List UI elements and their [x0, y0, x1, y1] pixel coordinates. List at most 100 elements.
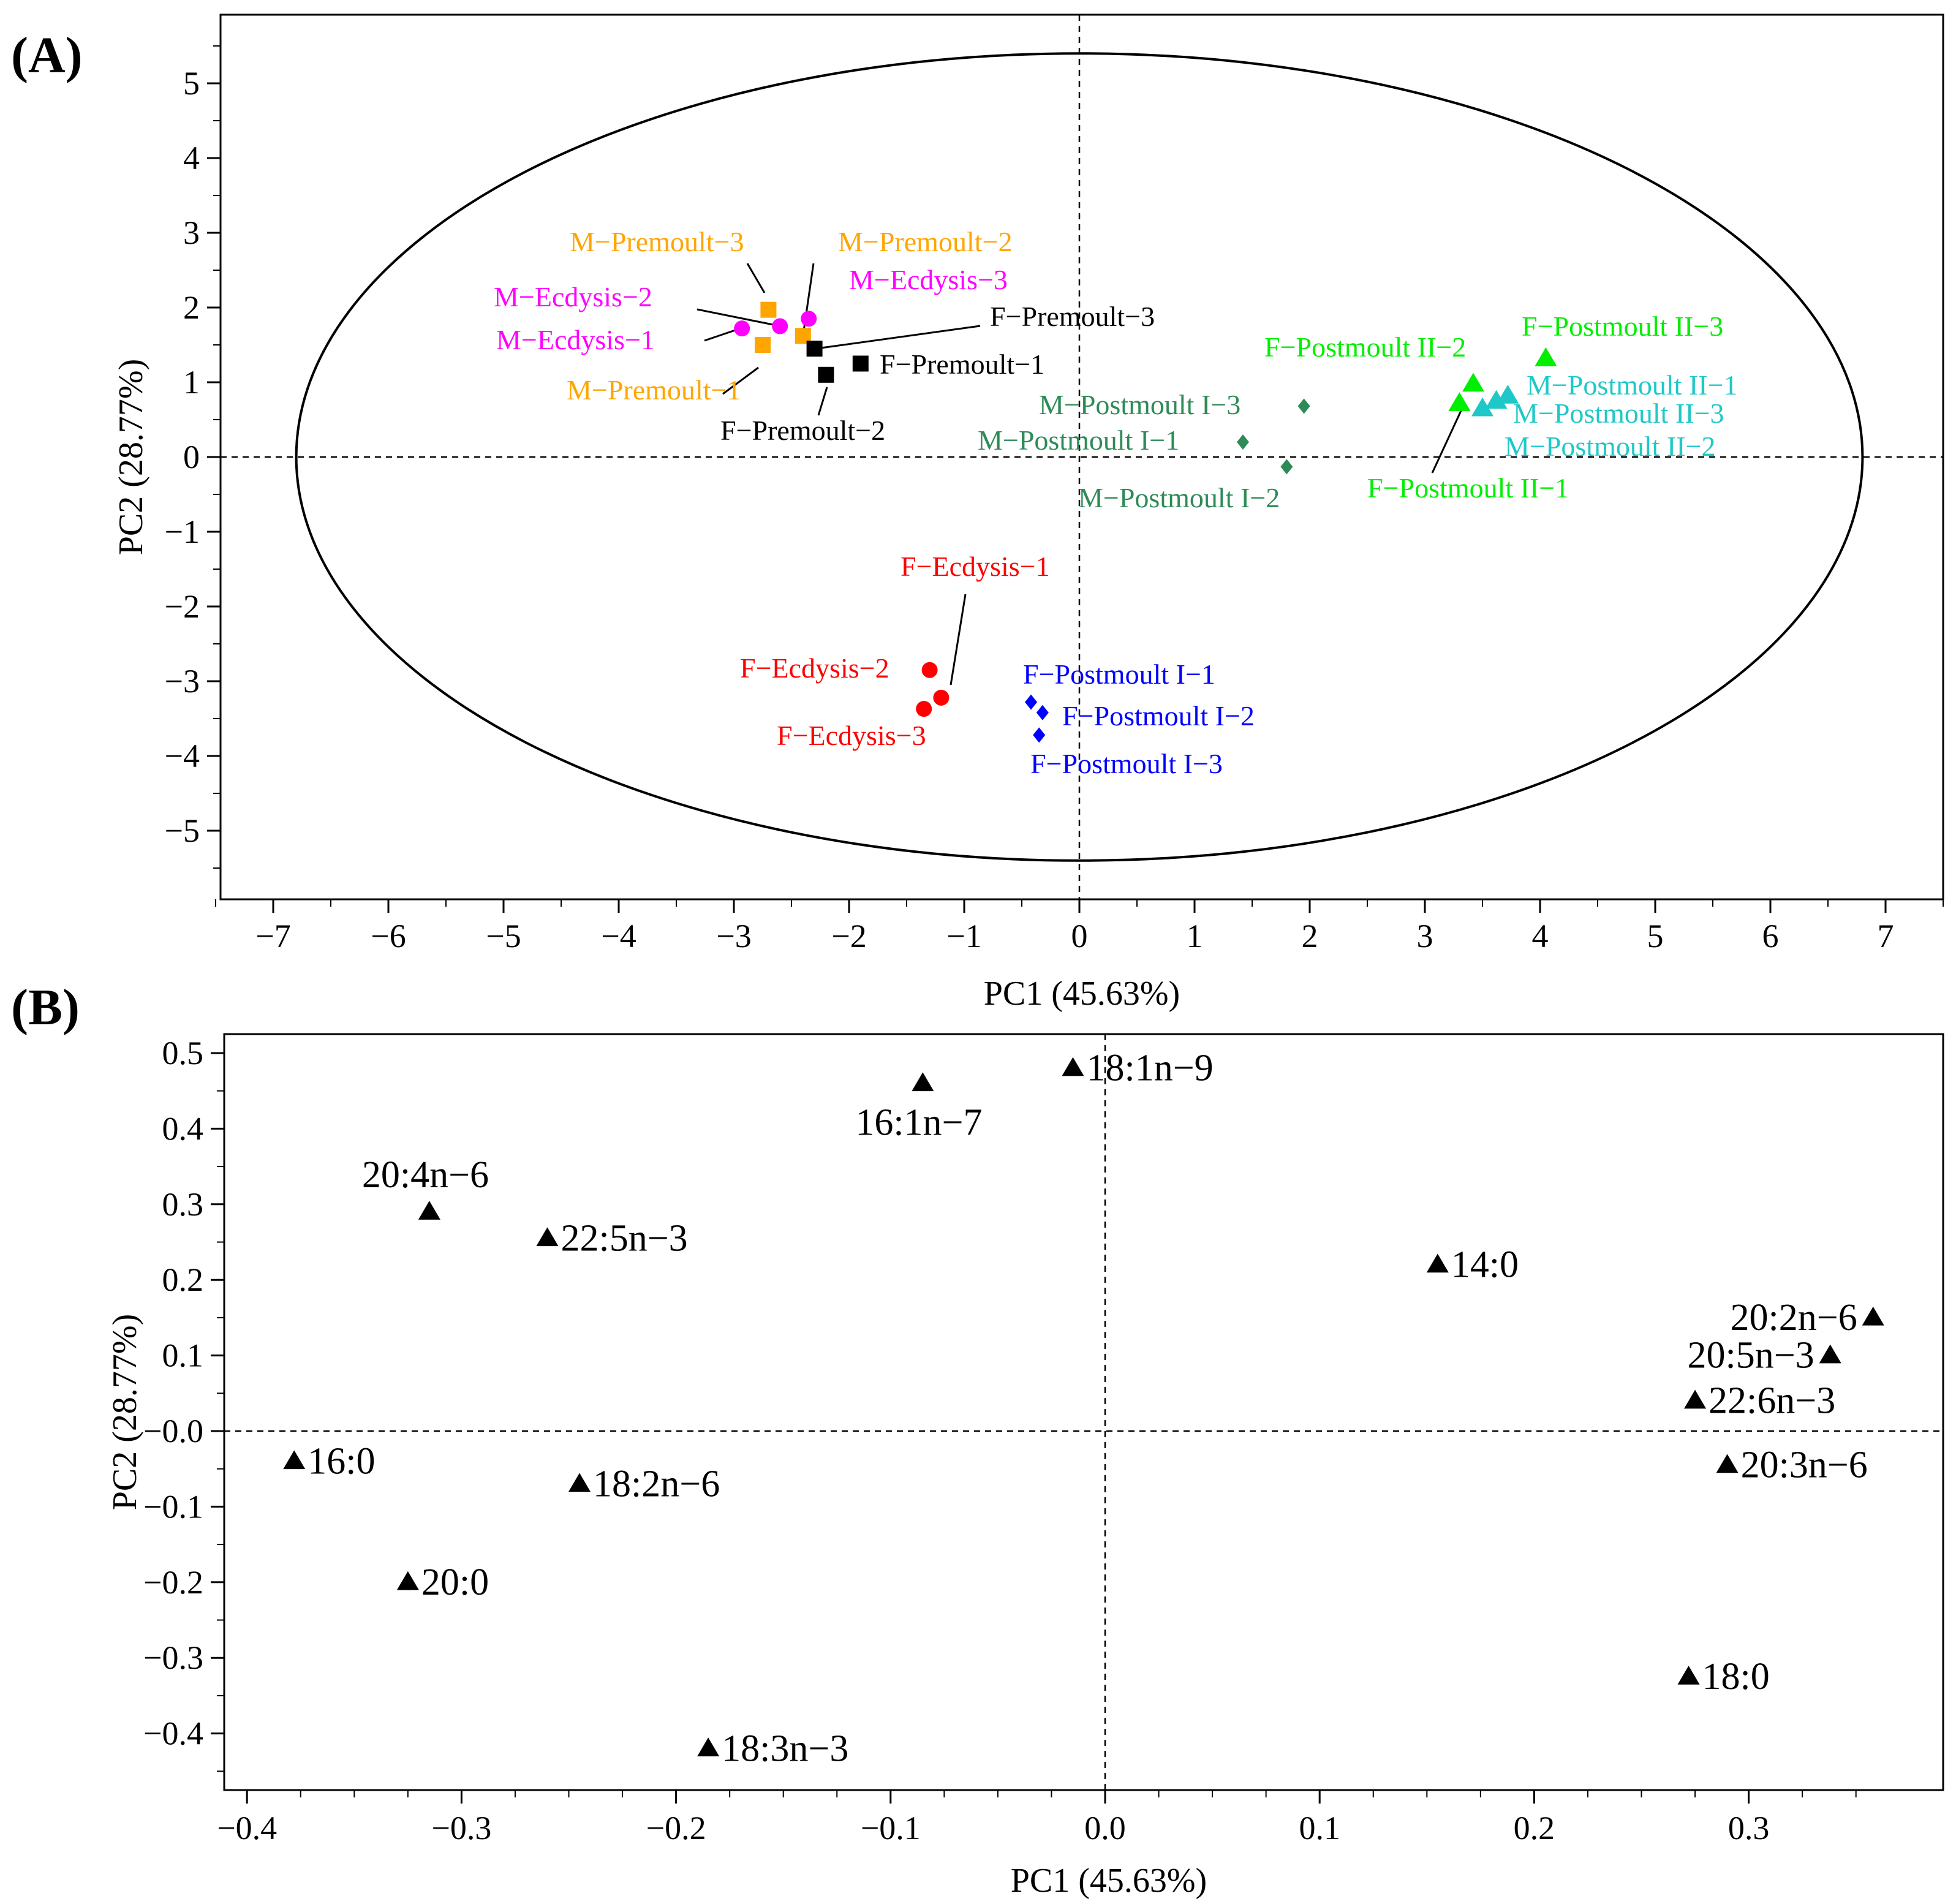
x-tick-label: −1 — [946, 918, 981, 954]
panel-a-chart: (A) −7 −6 −5 −4 −3 −2 −1 0 1 2 3 4 5 6 7 −5 −4 −3 −2 −1 0 1 2 3… — [11, 13, 1944, 1013]
x-tick-label: −5 — [486, 918, 521, 954]
leader-m-premoult-3 — [746, 263, 766, 293]
loading-label-18-0: 18:0 — [1702, 1656, 1770, 1698]
label-f-ecdysis-3: F−Ecdysis−3 — [777, 720, 926, 751]
x-tick-label: 0.2 — [1514, 1810, 1555, 1846]
y-tick-label: 1 — [183, 364, 200, 401]
leader-f-postmoult-ii-1 — [1431, 406, 1464, 474]
y-tick-label: 2 — [183, 289, 200, 326]
y-tick-label: −4 — [165, 738, 200, 774]
label-m-premoult-2: M−Premoult−2 — [838, 226, 1012, 257]
y-tick-label: 0 — [183, 439, 200, 475]
loading-point-22-6n-3 — [1684, 1389, 1707, 1409]
label-f-postmoult-i-3: F−Postmoult I−3 — [1030, 748, 1223, 779]
x-tick-label: 1 — [1187, 918, 1203, 954]
y-tick-label: −3 — [165, 663, 200, 700]
label-f-premoult-1: F−Premoult−1 — [880, 349, 1044, 380]
point-m-postmoult-i-2 — [1280, 459, 1293, 475]
y-tick-label: −0.4 — [143, 1715, 203, 1752]
y-tick-label: 0.3 — [162, 1186, 204, 1223]
loading-label-20-3n-6: 20:3n−6 — [1741, 1445, 1868, 1486]
panel-b-point-labels: 18:1n−916:1n−720:4n−622:5n−314:020:2n−62… — [308, 1048, 1868, 1770]
y-tick-label: −2 — [165, 588, 200, 625]
label-f-postmoult-i-1: F−Postmoult I−1 — [1023, 659, 1215, 690]
loading-point-20-2n-6 — [1862, 1306, 1884, 1326]
y-tick-label: 0.5 — [162, 1035, 204, 1071]
panel-b-frame — [223, 1033, 1944, 1791]
y-tick-label: 0.1 — [162, 1337, 204, 1374]
leader-f-premoult-3 — [820, 325, 981, 349]
x-tick-label: 0.0 — [1084, 1810, 1126, 1846]
loading-label-20-5n-3: 20:5n−3 — [1687, 1335, 1814, 1377]
loading-label-18-3n-3: 18:3n−3 — [722, 1728, 848, 1769]
leader-m-ecdysis-1 — [704, 328, 739, 342]
panel-a-points — [734, 301, 1557, 743]
y-tick-label: 3 — [183, 214, 200, 251]
point-m-ecdysis-1 — [734, 320, 750, 337]
loading-point-20-5n-3 — [1819, 1344, 1841, 1364]
x-tick-label: −6 — [371, 918, 406, 954]
point-f-postmoult-ii-3 — [1535, 347, 1557, 366]
panel-b-chart: (B) −0.4 −0.3 −0.2 −0.1 0.0 0.1 0.2 0.3 −0.4 −0.3… — [11, 979, 1944, 1900]
panel-a-x-axis-title: PC1 (45.63%) — [984, 975, 1180, 1013]
point-m-premoult-3 — [760, 301, 777, 318]
x-tick-label: −0.2 — [646, 1810, 706, 1846]
loading-point-22-5n-3 — [536, 1227, 559, 1247]
x-tick-label: −2 — [831, 918, 866, 954]
loading-label-20-0: 20:0 — [421, 1562, 489, 1603]
loading-point-18-3n-3 — [697, 1737, 720, 1757]
label-m-postmoult-ii-1: M−Postmoult II−1 — [1527, 369, 1738, 401]
loading-point-14-0 — [1426, 1253, 1449, 1273]
panel-b-x-axis-title: PC1 (45.63%) — [1011, 1862, 1207, 1900]
x-tick-label: 7 — [1878, 918, 1894, 954]
loading-point-18-1n-9 — [1062, 1057, 1084, 1076]
label-m-postmoult-ii-3: M−Postmoult II−3 — [1513, 398, 1724, 429]
panel-a-tag: (A) — [11, 27, 83, 84]
label-m-premoult-3: M−Premoult−3 — [570, 226, 744, 257]
label-f-ecdysis-1: F−Ecdysis−1 — [901, 551, 1050, 582]
x-tick-label: 0.3 — [1728, 1810, 1770, 1846]
panel-b-tag: (B) — [11, 979, 80, 1036]
point-f-postmoult-i-2 — [1036, 705, 1049, 720]
leader-m-ecdysis-2 — [697, 308, 780, 327]
loading-label-22-5n-3: 22:5n−3 — [561, 1217, 687, 1259]
point-m-postmoult-ii-1 — [1497, 384, 1519, 404]
label-f-ecdysis-2: F−Ecdysis−2 — [740, 652, 889, 684]
x-tick-label: 4 — [1532, 918, 1549, 954]
y-tick-label: 0.4 — [162, 1110, 204, 1147]
label-f-postmoult-ii-1: F−Postmoult II−1 — [1367, 472, 1569, 504]
x-tick-label: 6 — [1762, 918, 1779, 954]
loading-point-16-0 — [283, 1450, 306, 1470]
label-f-postmoult-ii-3: F−Postmoult II−3 — [1522, 311, 1723, 342]
label-f-postmoult-i-2: F−Postmoult I−2 — [1062, 700, 1255, 731]
point-f-ecdysis-2 — [921, 662, 938, 678]
label-m-postmoult-ii-2: M−Postmoult II−2 — [1505, 431, 1716, 462]
leader-f-ecdysis-1 — [950, 594, 967, 686]
label-m-postmoult-i-3: M−Postmoult I−3 — [1039, 389, 1240, 420]
panel-a-frame — [219, 13, 1944, 901]
y-tick-label: −0.3 — [143, 1639, 203, 1676]
loading-point-16-1n-7 — [912, 1072, 934, 1092]
point-m-premoult-1 — [755, 337, 771, 353]
x-tick-label: 5 — [1647, 918, 1664, 954]
panel-b-ticks: −0.4 −0.3 −0.2 −0.1 0.0 0.1 0.2 0.3 −0.4 −0.3 −0.2… — [143, 1035, 1857, 1846]
x-tick-label: 3 — [1417, 918, 1433, 954]
y-tick-label: −1 — [165, 513, 200, 550]
point-m-postmoult-i-3 — [1297, 398, 1310, 414]
leader-m-premoult-1 — [722, 366, 759, 395]
panel-a-point-labels: M−Premoult−1 M−Premoult−2 M−Premoult−3 M−Ec… — [494, 226, 1738, 779]
label-m-ecdysis-1: M−Ecdysis−1 — [496, 324, 655, 355]
x-tick-label: 2 — [1302, 918, 1318, 954]
point-m-postmoult-i-1 — [1236, 434, 1249, 450]
y-tick-label: −5 — [165, 812, 200, 849]
point-f-premoult-3 — [806, 341, 823, 357]
label-m-postmoult-i-1: M−Postmoult I−1 — [978, 425, 1179, 456]
y-tick-label: −0.1 — [143, 1488, 203, 1525]
label-m-ecdysis-3: M−Ecdysis−3 — [849, 264, 1008, 295]
label-m-postmoult-i-2: M−Postmoult I−2 — [1078, 482, 1280, 513]
y-tick-label: −0.0 — [143, 1413, 203, 1449]
y-tick-label: 5 — [183, 65, 200, 102]
y-tick-label: 4 — [183, 140, 200, 176]
panel-b-reference-lines — [224, 1034, 1943, 1790]
